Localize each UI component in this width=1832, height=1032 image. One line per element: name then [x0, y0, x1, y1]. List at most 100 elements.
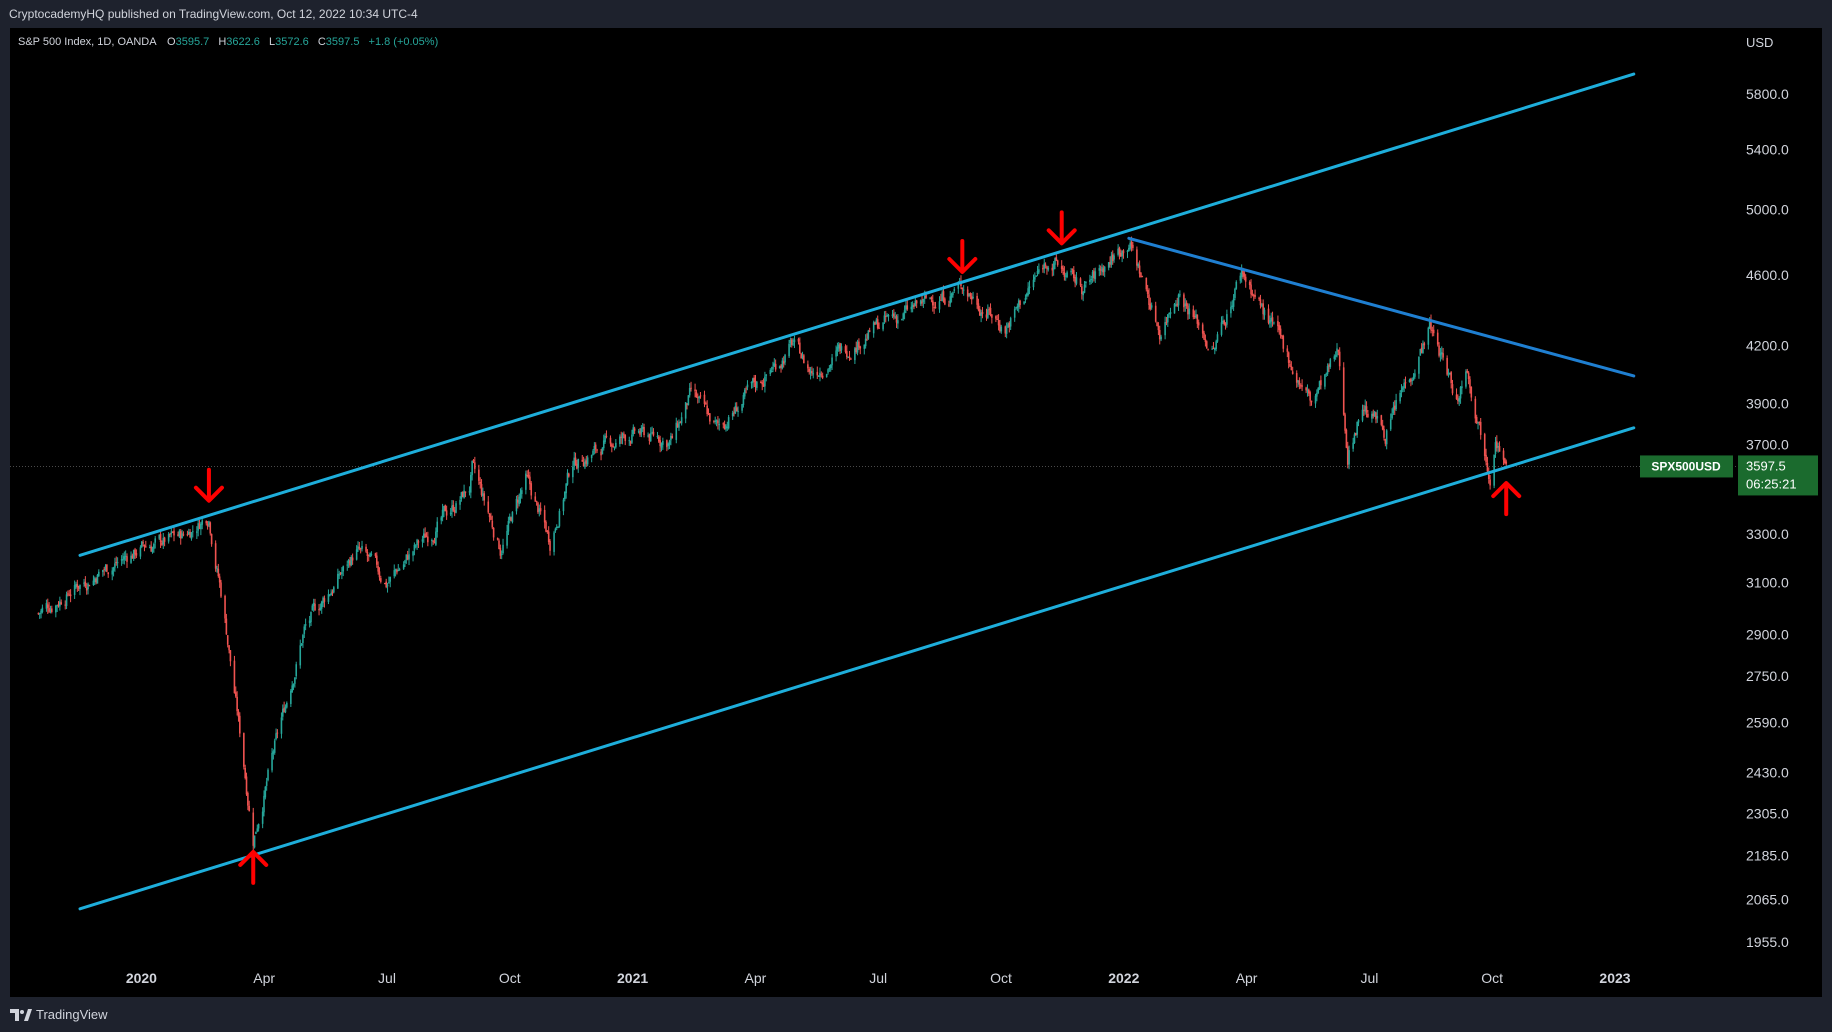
candle-down-body	[205, 521, 208, 524]
candle-up-body	[302, 635, 304, 643]
candle-up-body	[678, 422, 680, 428]
candle-down-body	[699, 395, 702, 397]
candle-down-body	[976, 296, 978, 305]
candle-up-body	[831, 357, 833, 366]
candle-down-body	[800, 353, 802, 359]
price-tick-label: 2305.0	[1746, 806, 1789, 822]
candle-up-body	[414, 545, 417, 547]
channel-upper-line[interactable]	[78, 72, 1636, 557]
candle-up-body	[1352, 442, 1354, 449]
candle-up-body	[1007, 324, 1009, 328]
candle-up-body	[641, 426, 644, 429]
candle-down-body	[1130, 241, 1133, 247]
candle-up-body	[122, 559, 124, 561]
candle-down-body	[534, 496, 537, 502]
candle-up-body	[257, 824, 260, 829]
arrows-layer[interactable]	[193, 210, 1522, 885]
drawings-layer[interactable]	[78, 72, 1636, 911]
price-axis-background[interactable]	[1736, 28, 1822, 997]
candle-up-body	[949, 296, 952, 304]
candle-up-body	[158, 534, 161, 539]
candle-up-body	[1497, 446, 1499, 448]
candle-up-body	[253, 835, 256, 848]
candle-up-body	[507, 521, 510, 532]
candle-up-body	[1361, 409, 1364, 421]
arrow-down-icon[interactable]	[947, 238, 978, 274]
time-tick-label: Oct	[1481, 970, 1503, 986]
candle-down-body	[666, 440, 668, 448]
candle-up-body	[45, 603, 48, 609]
candle-down-body	[1451, 384, 1454, 394]
symbol-tag-bg	[1640, 455, 1733, 478]
time-axis[interactable]: 2020 Apr Jul Oct 2021 Apr Jul Oct 2022 Apr Jul Oct 2…	[126, 970, 1631, 986]
candle-up-body	[872, 322, 875, 334]
price-axis[interactable]: 5800.0 5400.0 5000.0 4600.0 4200.0 3900.0 3700…	[1746, 86, 1789, 950]
candle-up-body	[441, 509, 444, 518]
candle-up-body	[772, 366, 774, 370]
candle-down-body	[609, 437, 612, 444]
candle-up-body	[1117, 248, 1119, 255]
candle-down-body	[679, 422, 682, 424]
candle-up-body	[882, 322, 884, 330]
candle-up-body	[1326, 366, 1329, 374]
candle-up-body	[718, 424, 721, 426]
candle-up-body	[837, 344, 840, 349]
channel-lower-line[interactable]	[78, 426, 1636, 911]
candle-down-body	[866, 339, 868, 341]
price-tick-label: 2750.0	[1746, 668, 1789, 684]
candle-up-body	[957, 284, 960, 289]
candle-up-body	[1318, 381, 1321, 390]
plot-background[interactable]	[10, 28, 1736, 964]
candle-up-body	[1306, 390, 1309, 392]
candle-down-body	[1140, 272, 1142, 278]
candle-down-body	[547, 531, 550, 543]
candle-down-body	[1212, 348, 1215, 350]
arrow-up-icon[interactable]	[1491, 481, 1522, 517]
descending-trend-line[interactable]	[1127, 236, 1636, 378]
candle-down-body	[858, 341, 860, 348]
arrow-down-icon[interactable]	[193, 467, 224, 503]
symbol-price-tag[interactable]: SPX500USD 3597.5 06:25:21	[1640, 455, 1818, 496]
candle-down-body	[480, 484, 483, 496]
candle-down-body	[1410, 378, 1412, 382]
candle-down-body	[245, 776, 248, 795]
candle-down-body	[1298, 380, 1301, 385]
candle-down-body	[1248, 281, 1251, 286]
price-tag-countdown: 06:25:21	[1746, 476, 1797, 491]
candle-up-body	[941, 292, 943, 301]
candle-down-body	[1384, 439, 1387, 444]
candle-up-body	[1422, 343, 1424, 354]
candle-up-body	[56, 605, 58, 607]
time-axis-background[interactable]	[10, 964, 1736, 997]
tradingview-logo[interactable]: TradingView	[10, 1007, 108, 1022]
candle-up-body	[386, 584, 389, 587]
candle-down-body	[1252, 295, 1255, 297]
candle-up-body	[687, 395, 690, 406]
candle-up-body	[1000, 326, 1003, 332]
candle-up-body	[649, 433, 652, 442]
candle-down-body	[1487, 472, 1490, 479]
candle-down-body	[648, 434, 651, 441]
candle-down-body	[576, 463, 578, 469]
candle-down-body	[498, 540, 500, 549]
arrow-up-icon[interactable]	[238, 849, 269, 885]
candle-up-body	[328, 594, 331, 596]
candle-up-body	[333, 587, 335, 593]
candle-down-body	[915, 300, 918, 304]
candle-up-body	[788, 343, 790, 357]
arrow-down-icon[interactable]	[1046, 210, 1077, 246]
candle-up-body	[856, 341, 859, 353]
legend-open-label: O	[167, 36, 176, 48]
candle-up-body	[1015, 307, 1017, 309]
candle-down-body	[1483, 434, 1486, 456]
candle-down-body	[820, 374, 823, 376]
candle-up-body	[1447, 373, 1450, 375]
price-tick-label: 2065.0	[1746, 891, 1789, 907]
candle-down-body	[921, 301, 923, 304]
candle-up-body	[443, 505, 445, 512]
candle-up-body	[1263, 309, 1266, 316]
candle-down-body	[126, 556, 128, 562]
candle-up-body	[1419, 349, 1422, 356]
candle-up-body	[190, 532, 193, 539]
